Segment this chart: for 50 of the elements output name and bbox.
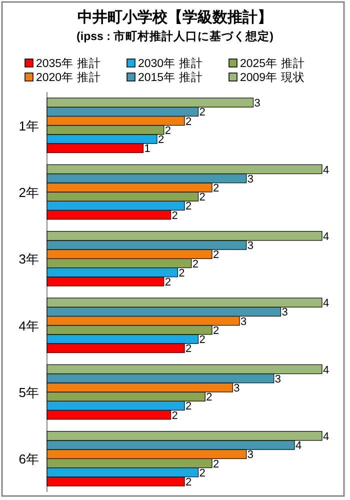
data-label: 4: [323, 164, 330, 176]
data-label: 3: [274, 373, 281, 386]
legend-label: 2025年 推計: [240, 56, 305, 70]
data-label: 4: [296, 440, 302, 452]
data-label: 2: [213, 458, 220, 470]
legend-label: 2015年 推計: [138, 70, 203, 84]
data-label: 2: [199, 467, 206, 480]
data-label: 2: [172, 210, 178, 222]
data-label: 2: [172, 410, 178, 422]
data-label: 3: [247, 240, 254, 252]
chart-title: 中井町小学校【学級数推計】: [78, 9, 272, 26]
data-label: 2: [213, 324, 220, 337]
data-label: 2: [206, 392, 212, 404]
y-tick-label: 5年: [18, 385, 39, 400]
legend-label: 2009年 現状: [240, 71, 305, 84]
data-label: 3: [247, 449, 254, 462]
data-label: 3: [234, 382, 240, 394]
data-label: 2: [186, 400, 192, 413]
legend-label: 2035年 推計: [36, 56, 101, 70]
data-label: 2: [192, 258, 198, 270]
y-tick-label: 4年: [18, 318, 39, 334]
data-label: 2: [199, 334, 206, 346]
data-label: 2: [186, 116, 192, 128]
data-label: 2: [213, 249, 220, 262]
data-label: 2: [213, 182, 220, 194]
data-label: 2: [186, 476, 192, 488]
data-label: 4: [323, 230, 330, 243]
y-tick-label: 6年: [18, 452, 39, 467]
data-label: 2: [164, 124, 171, 137]
data-label: 2: [186, 200, 192, 213]
data-label: 1: [144, 143, 150, 156]
data-label: 3: [240, 316, 247, 328]
data-label: 3: [254, 98, 260, 110]
data-label: 2: [199, 192, 206, 204]
legend-label: 2030年 推計: [138, 56, 203, 70]
legend-label: 2020年 推計: [36, 70, 101, 84]
data-label: 3: [247, 173, 254, 186]
data-label: 4: [323, 364, 330, 376]
data-label: 2: [158, 134, 164, 146]
data-label: 2: [199, 106, 206, 119]
data-label: 4: [323, 298, 330, 310]
chart-subtitle: (ipss : 市町村推計人口に基づく想定): [76, 29, 274, 43]
data-label: 2: [186, 343, 192, 356]
data-label: 2: [178, 267, 185, 280]
data-label: 2: [164, 276, 171, 288]
data-label: 3: [282, 306, 288, 319]
y-tick-label: 3年: [18, 252, 39, 267]
y-tick-label: 2年: [18, 185, 39, 200]
data-label: 4: [323, 430, 330, 443]
y-tick-label: 1年: [18, 118, 39, 134]
